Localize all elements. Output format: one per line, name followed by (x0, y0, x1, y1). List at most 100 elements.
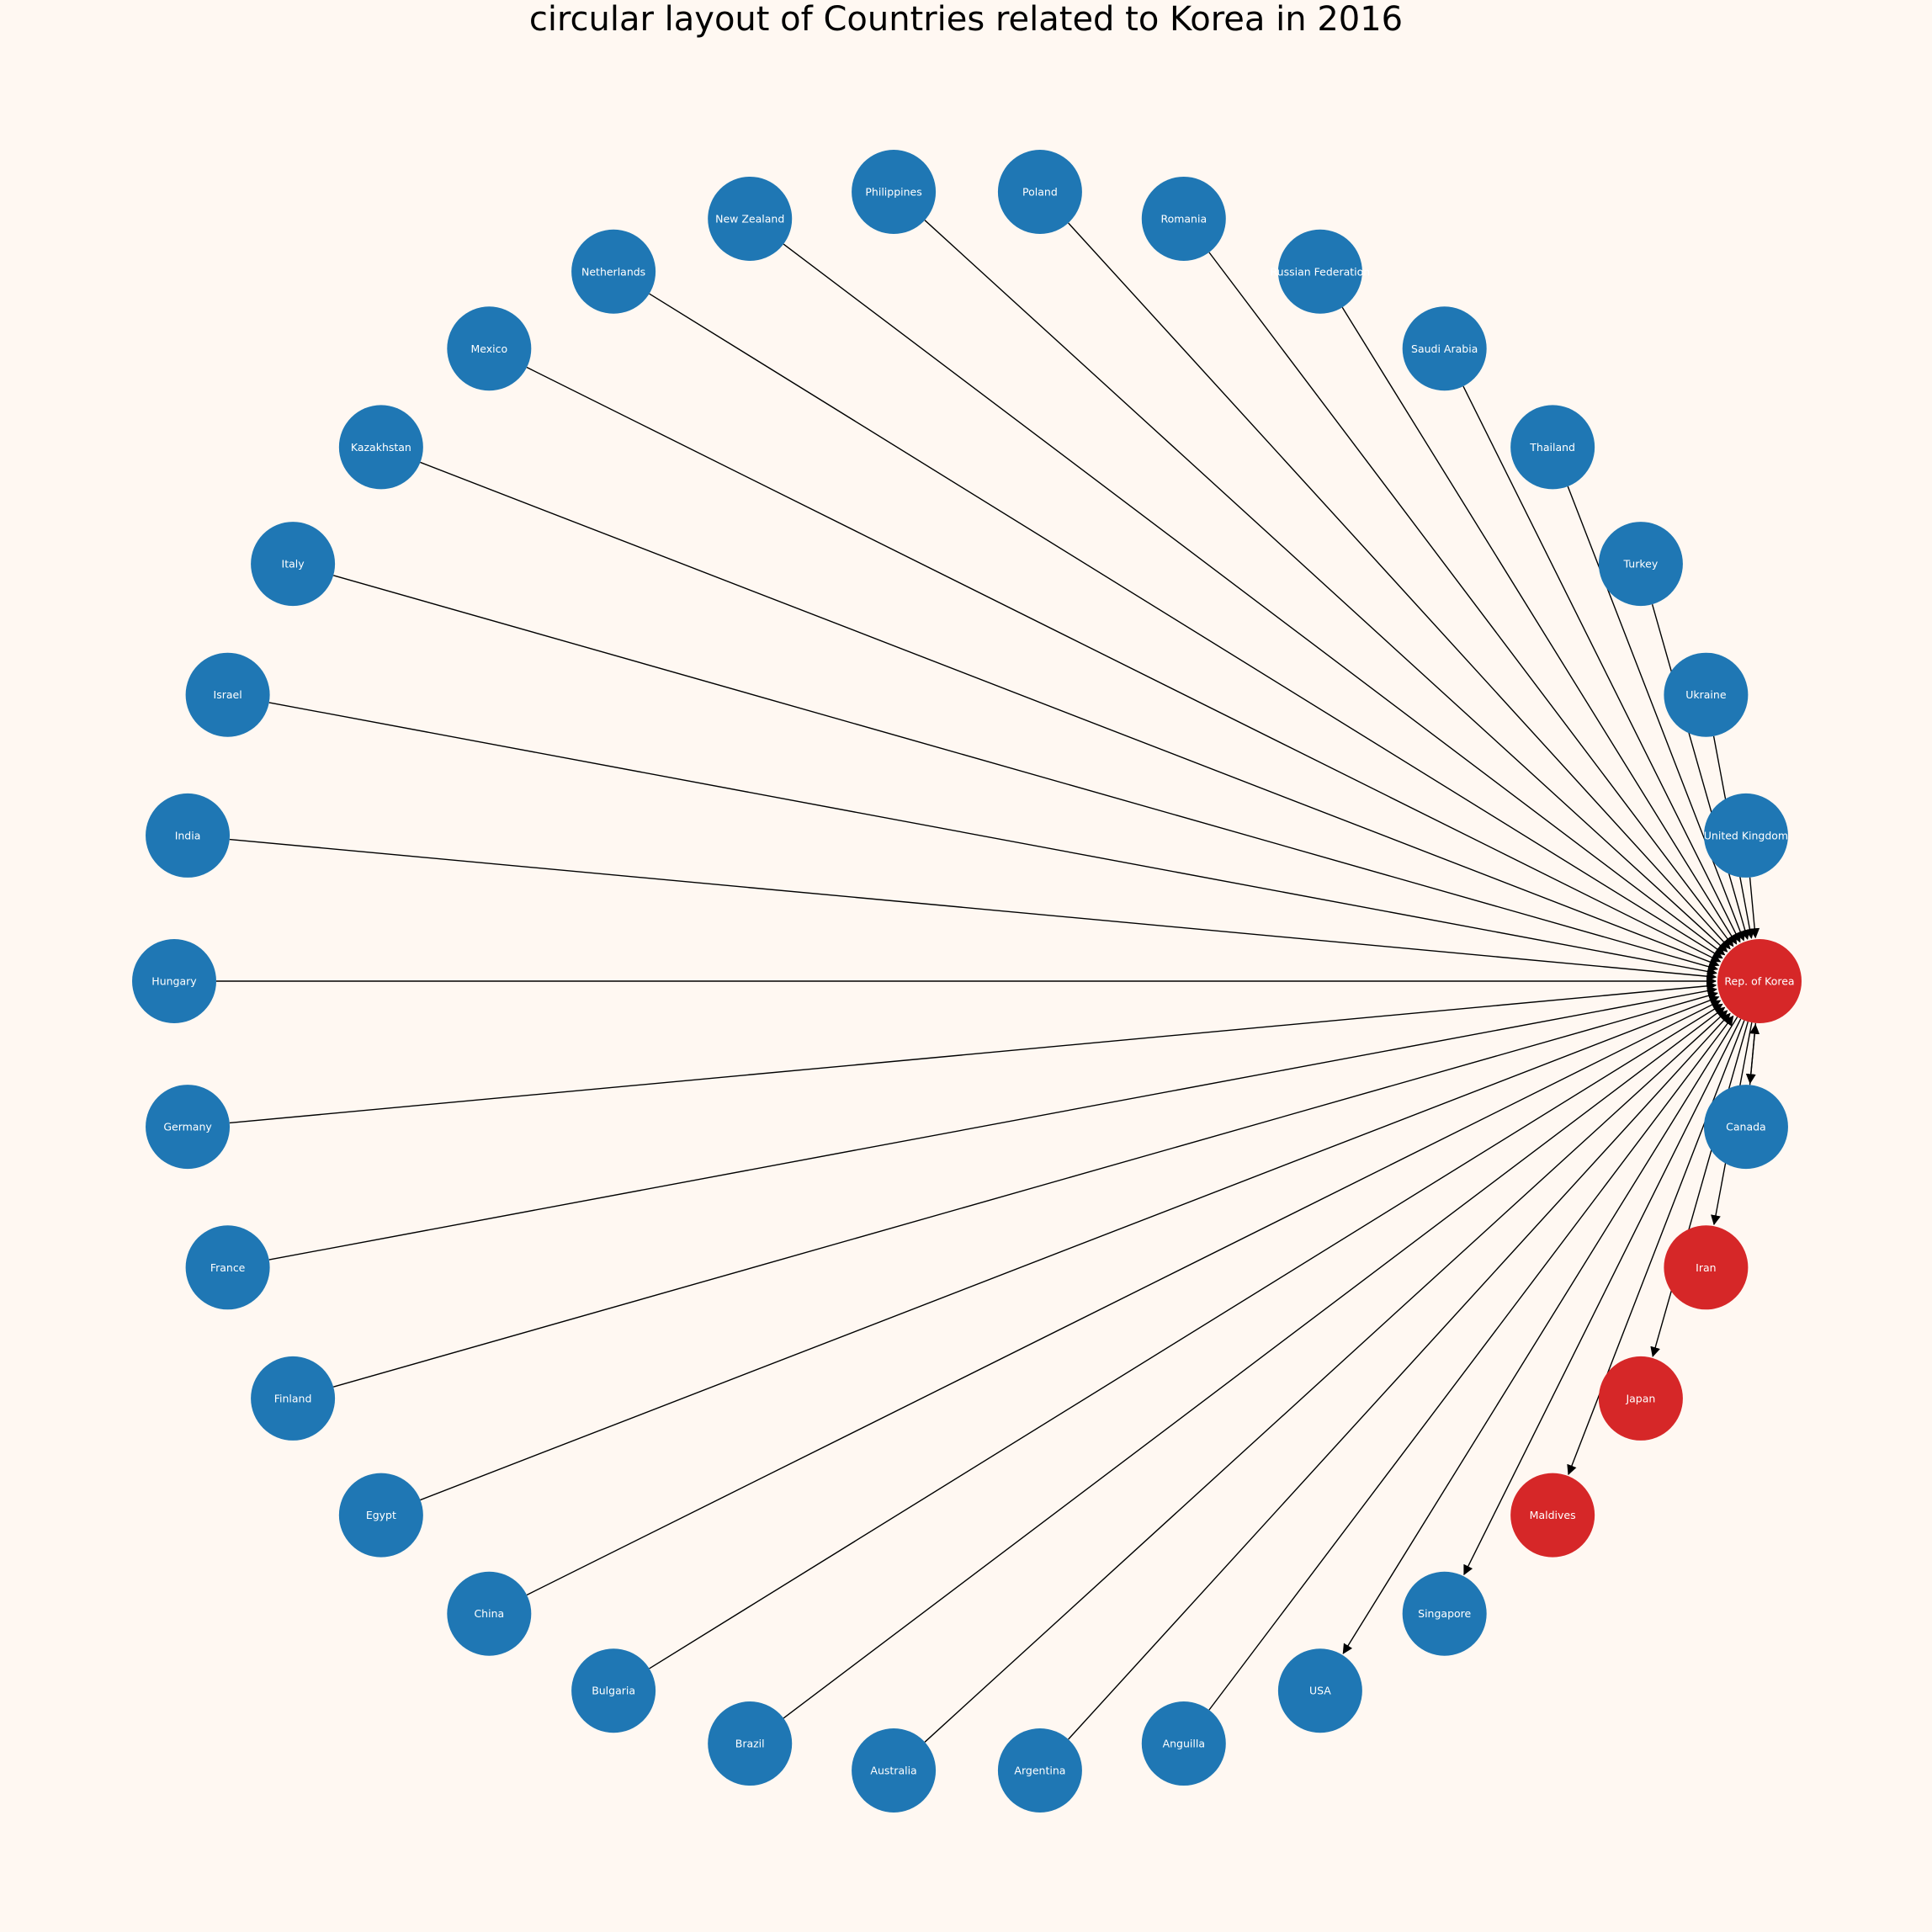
node-circle (997, 150, 1082, 235)
node-circle (1664, 1225, 1749, 1310)
node-circle (1510, 1473, 1595, 1558)
edge-canada-to-rep-of-korea (1749, 1023, 1760, 1085)
node-label: Canada (1726, 1121, 1766, 1133)
edge-new-zealand-to-rep-of-korea (783, 243, 1726, 956)
edge-anguilla-to-rep-of-korea (1208, 1015, 1734, 1711)
node-circle (338, 1473, 423, 1558)
node-circle (1664, 652, 1749, 737)
node-label: Hungary (151, 975, 197, 988)
node-label: Bulgaria (592, 1685, 635, 1697)
node-iran: Iran (1664, 1225, 1749, 1310)
node-circle (1510, 405, 1595, 490)
node-label: Kazakhstan (351, 441, 411, 454)
node-germany: Germany (146, 1085, 231, 1170)
node-italy: Italy (251, 522, 336, 607)
node-finland: Finland (251, 1356, 336, 1441)
node-india: India (146, 793, 231, 878)
node-label: Netherlands (581, 265, 645, 278)
node-circle (1703, 1085, 1788, 1170)
edge-russian-federation-to-rep-of-korea (1341, 306, 1738, 945)
node-poland: Poland (997, 150, 1082, 235)
node-label: Thailand (1529, 441, 1575, 454)
node-label: Philippines (865, 186, 921, 199)
node-australia: Australia (852, 1728, 937, 1813)
node-usa: USA (1277, 1648, 1362, 1733)
edge-china-to-rep-of-korea (526, 1000, 1722, 1596)
node-label: Maldives (1530, 1509, 1576, 1521)
node-label: Russian Federation (1271, 265, 1371, 278)
edge-rep-of-korea-to-usa (1342, 1016, 1738, 1654)
node-circle (852, 1728, 937, 1813)
node-circle (571, 1648, 656, 1733)
node-label: Egypt (366, 1509, 396, 1521)
node-circle (1402, 306, 1487, 391)
edge-saudi-arabia-to-rep-of-korea (1462, 385, 1741, 943)
node-label: Rep. of Korea (1724, 975, 1794, 988)
edge-turkey-to-rep-of-korea (1651, 604, 1750, 940)
node-circle (571, 229, 656, 314)
node-circle (146, 793, 231, 878)
node-label: Brazil (735, 1738, 765, 1750)
edge-israel-to-rep-of-korea (268, 702, 1717, 977)
node-philippines: Philippines (852, 150, 937, 235)
node-label: Israel (214, 688, 242, 701)
node-label: Argentina (1014, 1764, 1065, 1776)
node-label: Iran (1696, 1261, 1716, 1274)
node-label: USA (1309, 1685, 1331, 1697)
node-egypt: Egypt (338, 1473, 423, 1558)
node-canada: Canada (1703, 1085, 1788, 1170)
node-circle (708, 1701, 793, 1786)
node-singapore: Singapore (1402, 1571, 1487, 1656)
node-label: Saudi Arabia (1411, 342, 1478, 355)
edge-finland-to-rep-of-korea (332, 990, 1718, 1388)
node-circle (185, 652, 270, 737)
edge-france-to-rep-of-korea (268, 985, 1717, 1261)
edge-australia-to-rep-of-korea (924, 1010, 1728, 1743)
node-label: China (474, 1607, 504, 1620)
edge-egypt-to-rep-of-korea (420, 995, 1720, 1501)
node-circle (1598, 1356, 1683, 1441)
edge-india-to-rep-of-korea (229, 838, 1717, 982)
node-netherlands: Netherlands (571, 229, 656, 314)
node-argentina: Argentina (997, 1728, 1082, 1813)
node-circle (1717, 939, 1802, 1023)
edge-rep-of-korea-to-singapore (1463, 1018, 1742, 1576)
node-saudi-arabia: Saudi Arabia (1402, 306, 1487, 391)
node-circle (1402, 1571, 1487, 1656)
node-circle (132, 939, 216, 1023)
diagram-title: circular layout of Countries related to … (528, 0, 1404, 39)
edge-thailand-to-rep-of-korea (1567, 486, 1745, 942)
node-circle (447, 1571, 532, 1656)
edge-argentina-to-rep-of-korea (1068, 1012, 1731, 1740)
edge-italy-to-rep-of-korea (332, 575, 1718, 972)
node-china: China (447, 1571, 532, 1656)
node-label: Poland (1022, 186, 1058, 199)
node-circle (146, 1085, 231, 1170)
node-russian-federation: Russian Federation (1271, 229, 1371, 314)
node-label: United Kingdom (1704, 829, 1788, 841)
edge-rep-of-korea-to-maldives (1567, 1020, 1745, 1476)
node-label: Anguilla (1163, 1738, 1205, 1750)
node-anguilla: Anguilla (1141, 1701, 1226, 1786)
node-label: Mexico (470, 342, 507, 355)
node-japan: Japan (1598, 1356, 1683, 1441)
node-label: Singapore (1418, 1607, 1471, 1620)
node-circle (1703, 793, 1788, 878)
node-circle (447, 306, 532, 391)
node-circle (1141, 176, 1226, 261)
node-brazil: Brazil (708, 1701, 793, 1786)
node-circle (1598, 522, 1683, 607)
node-label: Romania (1160, 212, 1207, 225)
edge-germany-to-rep-of-korea (229, 980, 1717, 1124)
node-label: India (175, 829, 201, 841)
node-circle (1277, 1648, 1362, 1733)
node-france: France (185, 1225, 270, 1310)
edge-united-kingdom-to-rep-of-korea (1749, 877, 1760, 939)
edge-philippines-to-rep-of-korea (924, 220, 1728, 953)
edge-brazil-to-rep-of-korea (783, 1006, 1726, 1719)
node-circle (1277, 229, 1362, 314)
node-label: Germany (163, 1121, 212, 1133)
node-turkey: Turkey (1598, 522, 1683, 607)
